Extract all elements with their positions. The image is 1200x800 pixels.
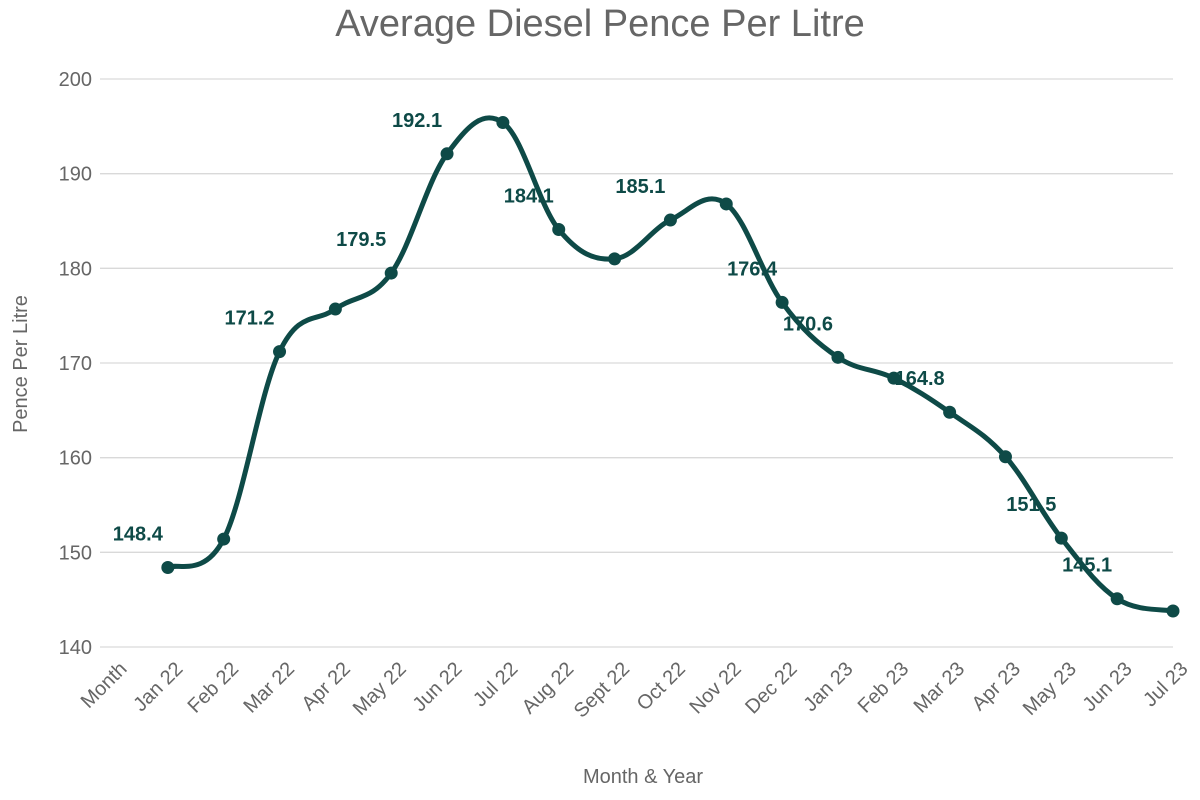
data-points [161, 116, 1180, 618]
gridlines [100, 78, 1173, 648]
series-line [165, 115, 1176, 614]
x-tick-label: Feb 22 [184, 658, 244, 718]
y-axis-ticks: 140 150 160 170 180 190 200 [59, 69, 92, 659]
y-tick-label: 200 [59, 69, 92, 91]
x-tick-label: Nov 22 [685, 658, 745, 718]
data-point [217, 532, 231, 546]
data-point [887, 371, 901, 385]
x-tick-label: Apr 23 [968, 658, 1025, 715]
data-label: 170.6 [783, 313, 833, 335]
x-tick-label: Jun 22 [409, 658, 467, 716]
y-tick-label: 150 [59, 542, 92, 564]
data-point [1110, 592, 1124, 606]
data-point [775, 295, 789, 309]
data-label: 151.5 [1006, 494, 1056, 516]
x-tick-label: Mar 22 [239, 658, 299, 718]
x-tick-label: Jul 22 [469, 658, 522, 711]
y-tick-label: 140 [59, 637, 92, 659]
x-tick-label: Jan 23 [799, 658, 857, 716]
data-label: 171.2 [224, 308, 274, 330]
x-axis-title: Month & Year [583, 766, 703, 788]
data-label: 184.1 [504, 186, 554, 208]
y-tick-label: 190 [59, 164, 92, 186]
x-tick-label: Sept 22 [570, 658, 634, 722]
x-tick-label: Oct 22 [633, 658, 690, 715]
data-point [328, 302, 342, 316]
data-point [719, 197, 733, 211]
x-tick-label: Jun 23 [1079, 658, 1137, 716]
x-tick-label: Mar 23 [910, 658, 970, 718]
data-point [273, 345, 287, 359]
y-tick-label: 170 [59, 353, 92, 375]
data-labels: 148.4 171.2 179.5 192.1 184.1 185.1 176.4 170.6… [113, 110, 1112, 577]
x-tick-label: Apr 22 [298, 658, 355, 715]
y-axis-title: Pence Per Litre [10, 295, 32, 433]
x-tick-label: Jan 22 [129, 658, 187, 716]
data-label: 145.1 [1062, 555, 1112, 577]
data-point [831, 350, 845, 364]
data-point [943, 405, 957, 419]
data-label: 164.8 [895, 368, 945, 390]
data-point [496, 116, 510, 130]
x-tick-label: Jul 23 [1139, 658, 1192, 711]
data-label: 148.4 [113, 523, 164, 545]
data-label: 179.5 [336, 229, 386, 251]
data-point [384, 266, 398, 280]
chart-title: Average Diesel Pence Per Litre [335, 3, 864, 45]
x-tick-label: Feb 23 [854, 658, 914, 718]
y-tick-label: 180 [59, 258, 92, 280]
x-tick-label: Aug 22 [518, 658, 578, 718]
x-tick-label: Dec 22 [741, 658, 801, 718]
x-tick-label: May 23 [1019, 658, 1081, 720]
data-point [608, 252, 622, 266]
data-label: 192.1 [392, 110, 442, 132]
x-tick-label: May 22 [349, 658, 411, 720]
data-point [552, 223, 566, 237]
data-point [440, 147, 454, 161]
data-point [1166, 604, 1180, 618]
data-label: 176.4 [727, 258, 778, 280]
data-label: 185.1 [615, 176, 665, 198]
data-point [663, 213, 677, 227]
data-point [998, 450, 1012, 464]
data-point [161, 560, 175, 574]
x-tick-label: Month [77, 658, 132, 713]
y-tick-label: 160 [59, 448, 92, 470]
data-point [1054, 531, 1068, 545]
